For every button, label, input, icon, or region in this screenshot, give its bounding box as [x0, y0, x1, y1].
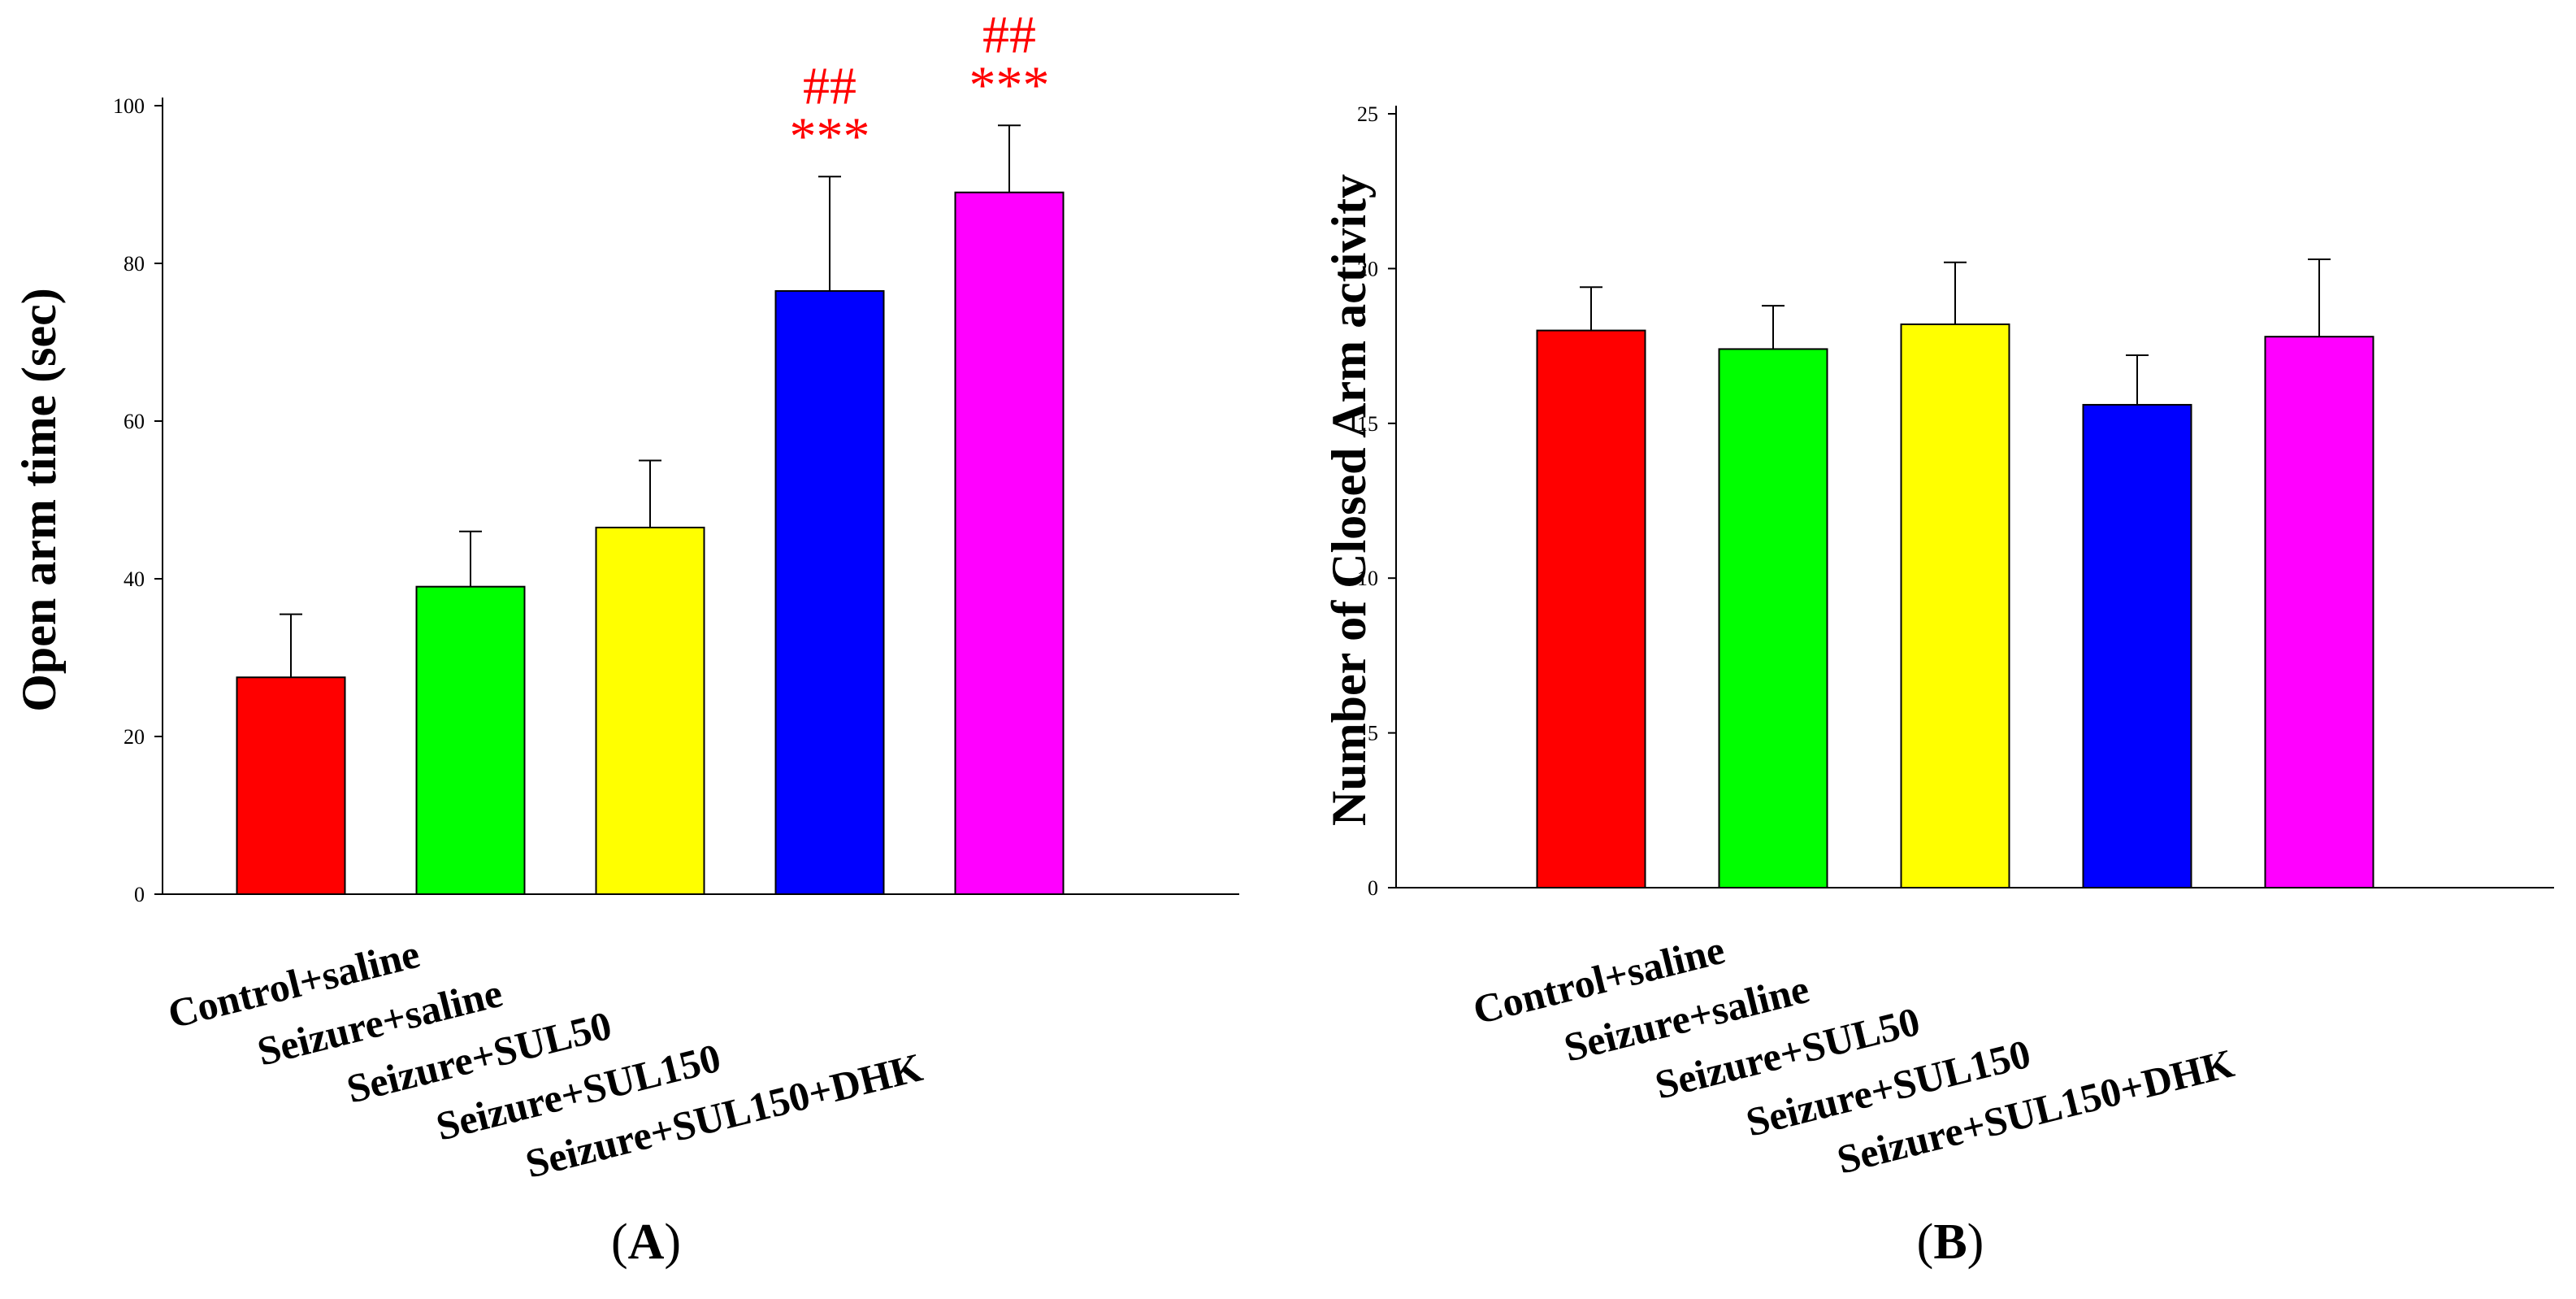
- significance-marker: ##: [803, 56, 856, 115]
- y-tick-label: 10: [1357, 567, 1378, 590]
- bar: [1900, 323, 2010, 889]
- y-tick-label: 0: [1368, 876, 1378, 900]
- y-axis-label: Number of Closed Arm activity: [1322, 174, 1376, 826]
- x-tick-label: Seizure+SUL150+DHK: [521, 1044, 926, 1186]
- y-tick-label: 20: [124, 725, 145, 749]
- y-tick-label: 40: [124, 567, 145, 591]
- bar: [774, 289, 885, 895]
- significance-marker: ***: [969, 55, 1050, 115]
- y-tick-label: 15: [1357, 412, 1378, 436]
- y-tick-label: 0: [134, 883, 145, 906]
- bar: [595, 526, 705, 895]
- x-tick-label: Seizure+SUL150+DHK: [1832, 1040, 2238, 1182]
- bar: [2082, 403, 2192, 888]
- y-tick-label: 80: [124, 252, 145, 276]
- y-tick-label: 20: [1357, 257, 1378, 280]
- panel-label-a: (A): [611, 1214, 681, 1270]
- bar: [954, 191, 1065, 895]
- panel-label-b: (B): [1917, 1214, 1984, 1270]
- significance-marker: ##: [982, 5, 1036, 64]
- bar: [1536, 329, 1646, 888]
- significance-marker: ***: [790, 106, 870, 166]
- y-axis-label: Open arm time (sec): [12, 288, 66, 711]
- bar: [2264, 336, 2374, 888]
- y-tick-label: 100: [113, 94, 145, 118]
- bar: [1718, 348, 1828, 888]
- y-tick-label: 5: [1368, 722, 1378, 745]
- bar: [415, 585, 526, 895]
- bar: [236, 676, 346, 895]
- y-tick-label: 25: [1357, 102, 1378, 126]
- y-tick-label: 60: [124, 410, 145, 433]
